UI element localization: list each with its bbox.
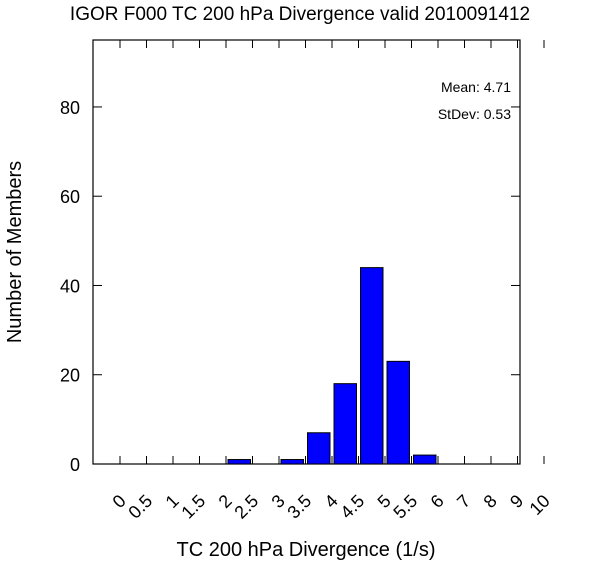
x-tick-label: 9 [506, 491, 527, 512]
x-tick-label: 10 [526, 491, 554, 519]
histogram-bar [333, 383, 357, 465]
y-tick-label: 20 [60, 366, 80, 386]
y-tick-label: 60 [60, 187, 80, 207]
x-tick-label: 0.5 [124, 491, 156, 523]
x-tick-label: 7 [453, 491, 474, 512]
y-axis-label: Number of Members [4, 161, 26, 343]
histogram-bar [413, 454, 437, 465]
stdev-label: StDev: 0.53 [438, 106, 511, 122]
y-tick-label: 0 [70, 455, 80, 475]
y-tick-label: 40 [60, 276, 80, 296]
x-tick-label: 1.5 [177, 491, 209, 523]
x-tick-label: 3.5 [283, 491, 315, 523]
y-tick-label: 80 [60, 98, 80, 118]
chart-title: IGOR F000 TC 200 hPa Divergence valid 20… [70, 4, 530, 25]
x-tick-label: 4.5 [336, 491, 368, 523]
histogram-bar [386, 360, 410, 465]
plot-frame [92, 39, 521, 465]
x-tick-label: 5.5 [389, 491, 421, 523]
histogram-bar [280, 459, 304, 465]
x-tick-label: 6 [427, 491, 448, 512]
bars-group [227, 267, 437, 465]
histogram-bar [307, 432, 331, 465]
mean-label: Mean: 4.71 [441, 79, 511, 95]
x-axis-label: TC 200 hPa Divergence (1/s) [176, 539, 435, 561]
histogram-bar [227, 459, 251, 465]
x-tick-label: 8 [480, 491, 501, 512]
y-axis-ticks: 0 20 40 60 80 [60, 98, 520, 475]
histogram-bar [360, 267, 384, 465]
x-tick-label: 2.5 [230, 491, 262, 523]
